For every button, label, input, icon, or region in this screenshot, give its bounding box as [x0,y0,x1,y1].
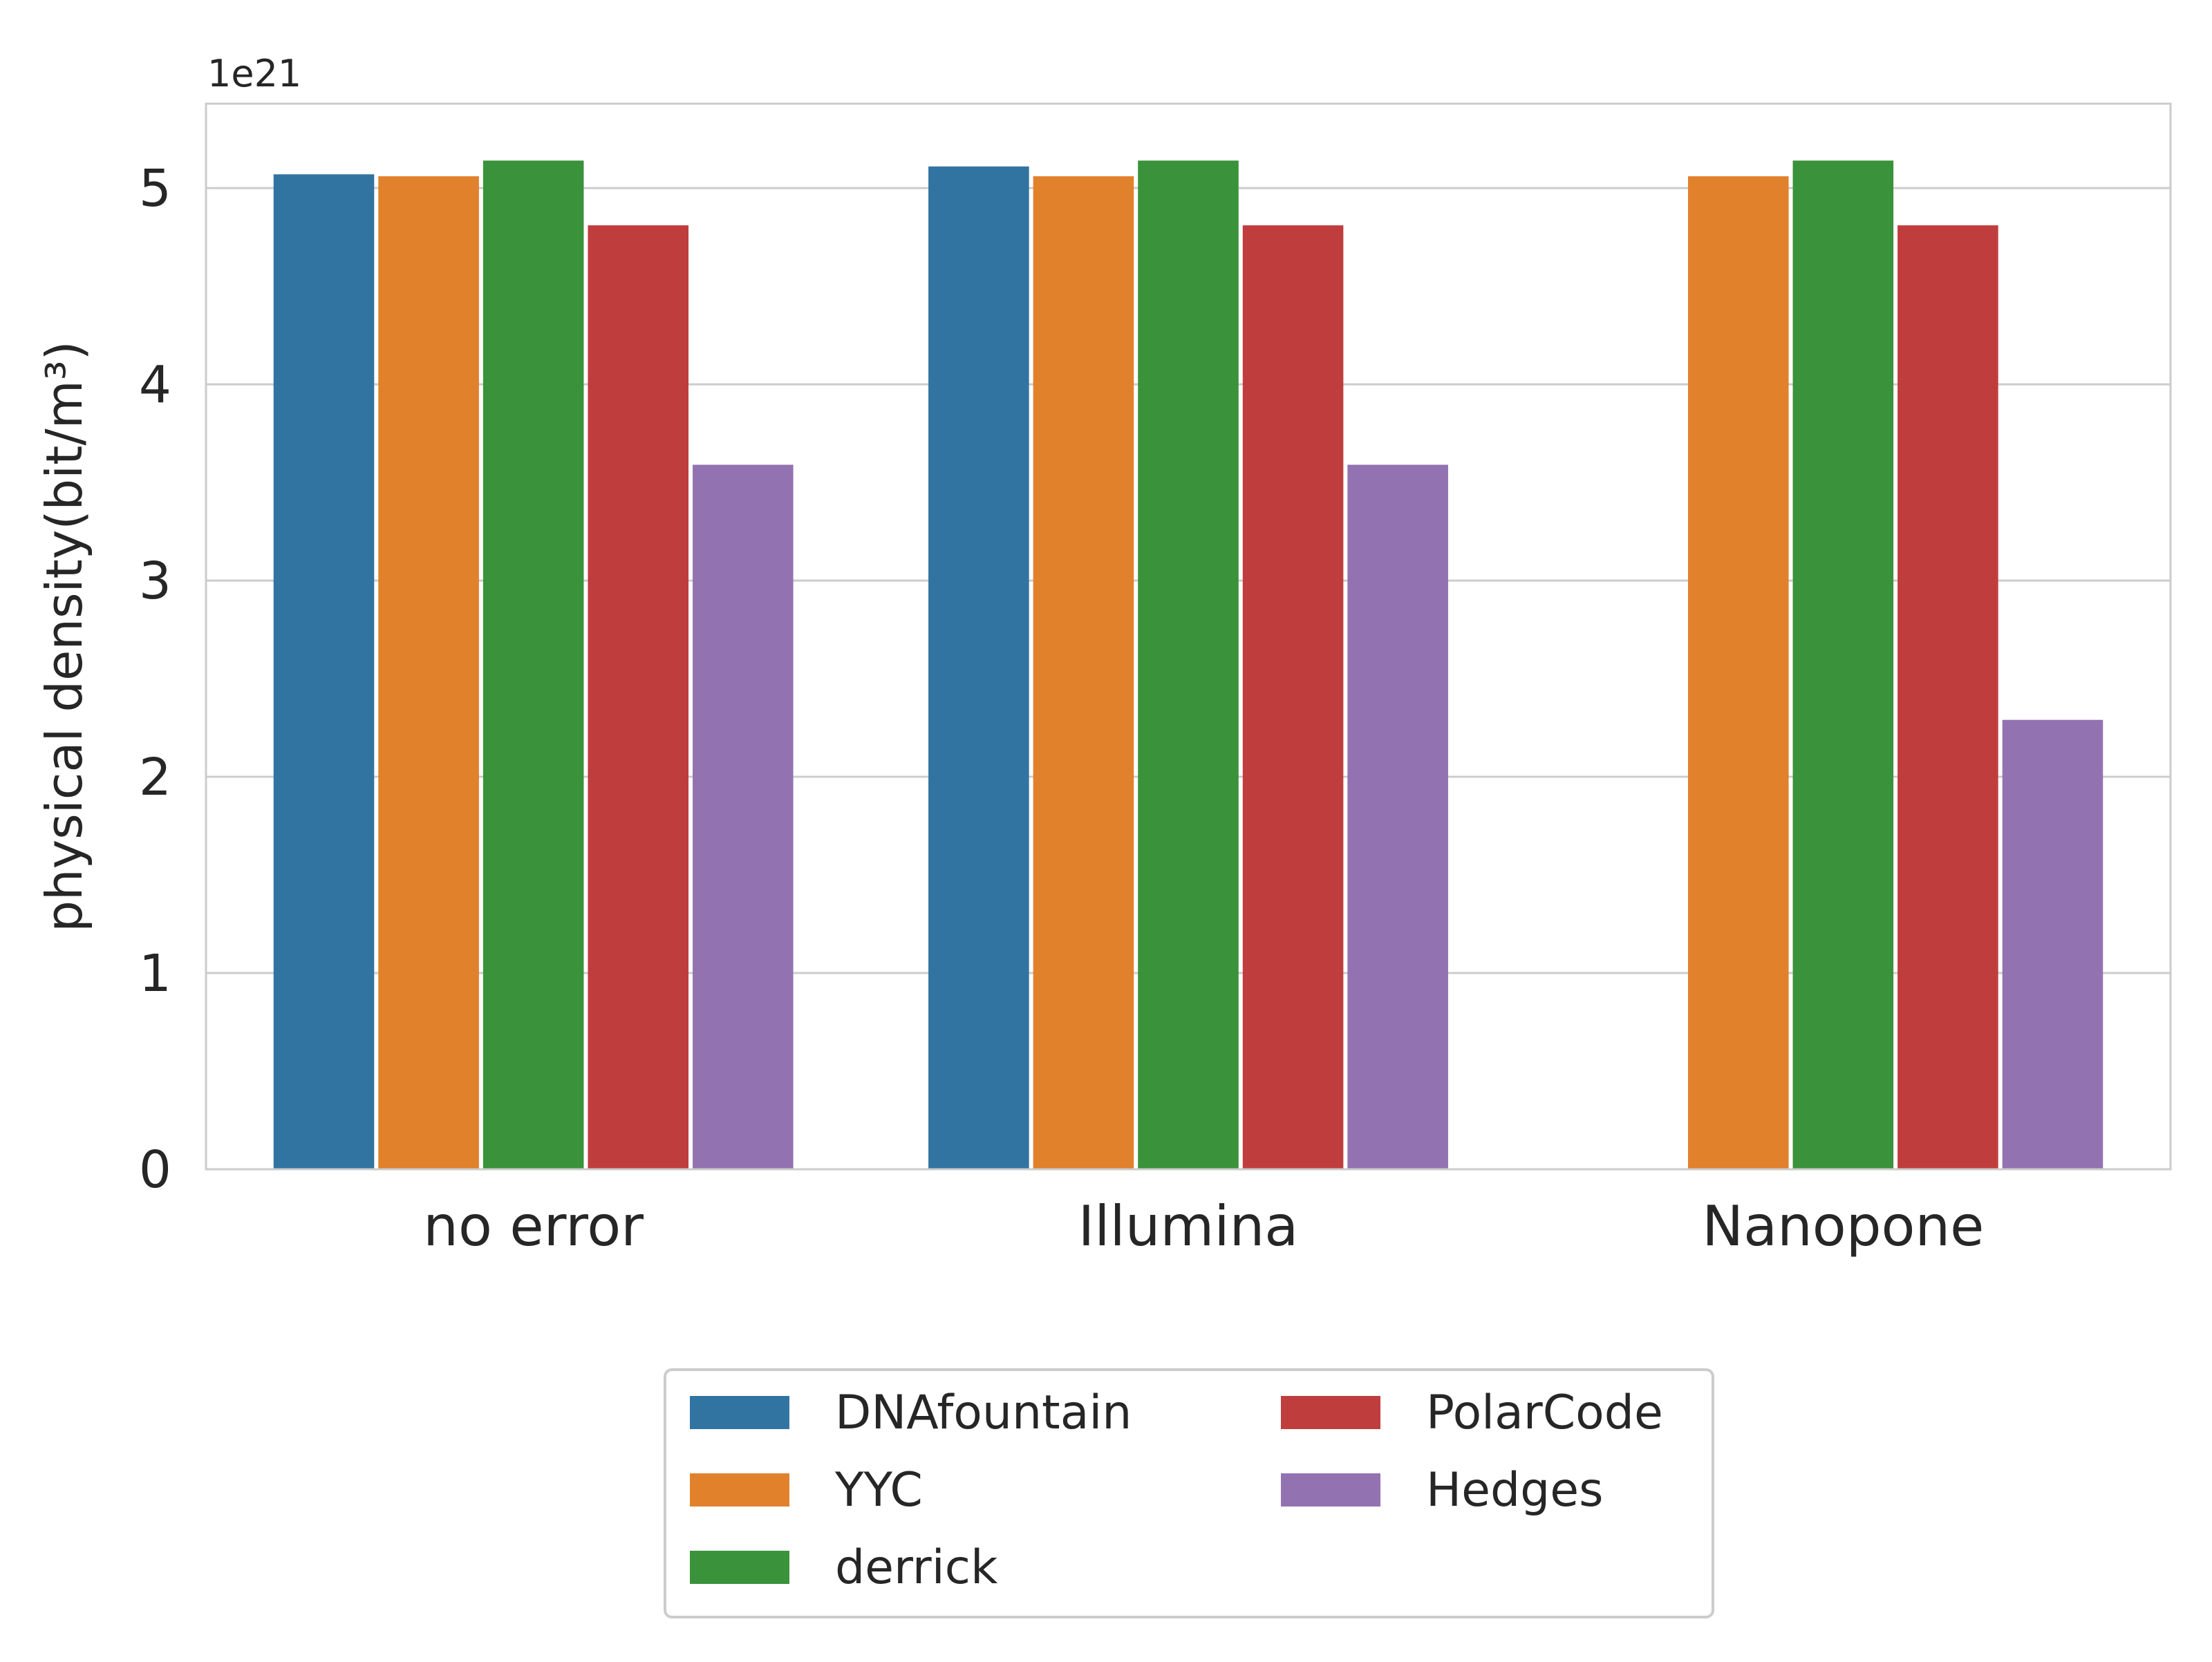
axes-frame [205,102,2172,1171]
x-tick-label: no error [423,1194,644,1258]
y-tick-label: 2 [139,748,171,807]
legend-swatch-dnafountain [690,1396,789,1429]
bar-yyc-0 [378,176,479,1170]
bar-derrick-2 [1792,160,1894,1169]
legend-swatch-polarcode [1281,1396,1380,1429]
bar-derrick-1 [1138,160,1239,1169]
bar-polarcode-0 [588,225,689,1169]
bars [273,160,2103,1170]
y-axis-label: physical density(bit/m³) [35,341,93,932]
legend-label-derrick: derrick [835,1540,998,1595]
y-tick-label: 4 [139,355,171,415]
legend-label-dnafountain: DNAfountain [835,1386,1132,1440]
bar-hedges-2 [2002,719,2103,1169]
bar-hedges-0 [693,464,794,1169]
legend: DNAfountain YYC derrick PolarCode Hedges [664,1368,1714,1618]
legend-label-yyc: YYC [834,1463,923,1518]
legend-swatch-hedges [1281,1473,1380,1507]
x-tick-labels: no error Illumina Nanopone [423,1194,1984,1258]
legend-label-hedges: Hedges [1426,1463,1604,1518]
y-tick-label: 5 [139,159,171,218]
y-tick-label: 3 [139,551,171,611]
legend-swatch-derrick [690,1551,789,1584]
legend-label-polarcode: PolarCode [1426,1386,1663,1440]
bar-yyc-2 [1687,176,1789,1170]
x-tick-label: Illumina [1078,1194,1299,1258]
legend-box [664,1368,1714,1618]
y-tick-labels: 0 1 2 3 4 5 [139,159,171,1200]
y-axis-offset-label: 1e21 [207,52,301,95]
bar-dnafountain-1 [928,166,1029,1169]
x-tick-label: Nanopone [1702,1194,1984,1258]
legend-swatch-yyc [690,1473,789,1507]
bar-derrick-0 [482,160,584,1169]
bar-yyc-1 [1033,176,1134,1170]
bar-dnafountain-0 [273,174,375,1169]
bar-hedges-1 [1347,464,1448,1169]
bar-polarcode-2 [1897,225,1998,1169]
bar-polarcode-1 [1242,225,1344,1169]
y-tick-label: 0 [139,1140,171,1200]
y-tick-label: 1 [139,944,171,1003]
